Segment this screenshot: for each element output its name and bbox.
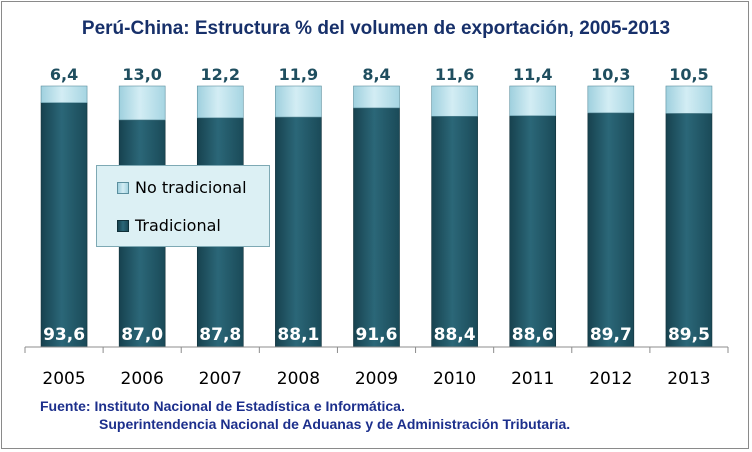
bar-tradicional-2012 [587, 112, 635, 348]
legend-label-no-tradicional: No tradicional [135, 178, 247, 197]
data-label-tradicional-2010: 88,4 [434, 325, 476, 345]
legend: No tradicional Tradicional [96, 165, 270, 247]
legend-item-no-tradicional: No tradicional [117, 178, 247, 197]
bar-no-tradicional-2009 [353, 85, 400, 109]
x-tick-label-2008: 2008 [277, 369, 320, 389]
data-label-no-tradicional-2013: 10,5 [669, 65, 708, 84]
bar-no-tradicional-2008 [275, 85, 322, 118]
x-tick-label-2012: 2012 [589, 369, 632, 389]
legend-swatch-tradicional [117, 219, 129, 232]
bar-tradicional-2008 [275, 116, 322, 348]
bar-tradicional-2005 [40, 102, 88, 348]
data-label-tradicional-2007: 87,8 [199, 325, 241, 345]
data-label-no-tradicional-2007: 12,2 [201, 65, 240, 84]
bar-tradicional-2011 [509, 115, 557, 348]
data-label-tradicional-2012: 89,7 [590, 325, 632, 345]
data-label-tradicional-2006: 87,0 [121, 325, 163, 345]
data-label-no-tradicional-2005: 6,4 [50, 65, 78, 84]
legend-item-tradicional: Tradicional [117, 216, 221, 235]
data-label-no-tradicional-2010: 11,6 [435, 65, 474, 84]
data-label-no-tradicional-2009: 8,4 [362, 65, 390, 84]
chart-title: Perú-China: Estructura % del volumen de … [81, 18, 671, 39]
x-tick-label-2009: 2009 [355, 369, 398, 389]
data-label-no-tradicional-2012: 10,3 [591, 65, 630, 84]
data-label-no-tradicional-2008: 11,9 [279, 65, 318, 84]
source-line-2: Superintendencia Nacional de Aduanas y d… [99, 416, 571, 432]
data-label-tradicional-2005: 93,6 [43, 325, 85, 345]
bar-no-tradicional-2007 [196, 85, 244, 119]
x-tick-label-2013: 2013 [667, 369, 710, 389]
data-label-tradicional-2009: 91,6 [356, 325, 398, 345]
data-label-no-tradicional-2006: 13,0 [122, 65, 161, 84]
bar-no-tradicional-2006 [118, 85, 166, 121]
bar-no-tradicional-2011 [509, 85, 557, 117]
bar-no-tradicional-2012 [587, 85, 635, 114]
data-label-no-tradicional-2011: 11,4 [513, 65, 552, 84]
x-tick-label-2010: 2010 [433, 369, 476, 389]
legend-swatch-no-tradicional [117, 181, 129, 194]
x-tick-label-2011: 2011 [511, 369, 554, 389]
bar-no-tradicional-2010 [431, 85, 478, 117]
bar-tradicional-2010 [431, 115, 478, 348]
x-tick-label-2005: 2005 [42, 369, 85, 389]
x-tick-label-2006: 2006 [121, 369, 164, 389]
bar-tradicional-2009 [353, 107, 400, 348]
bar-no-tradicional-2013 [665, 85, 713, 114]
bar-tradicional-2013 [665, 113, 713, 348]
data-label-tradicional-2011: 88,6 [512, 325, 554, 345]
source-line-1: Fuente: Instituto Nacional de Estadístic… [40, 398, 405, 414]
data-label-tradicional-2013: 89,5 [668, 325, 710, 345]
source-note: Fuente: Instituto Nacional de Estadístic… [40, 397, 570, 433]
legend-label-tradicional: Tradicional [135, 216, 221, 235]
x-tick-label-2007: 2007 [199, 369, 242, 389]
data-label-tradicional-2008: 88,1 [277, 325, 319, 345]
bar-no-tradicional-2005 [40, 85, 88, 104]
